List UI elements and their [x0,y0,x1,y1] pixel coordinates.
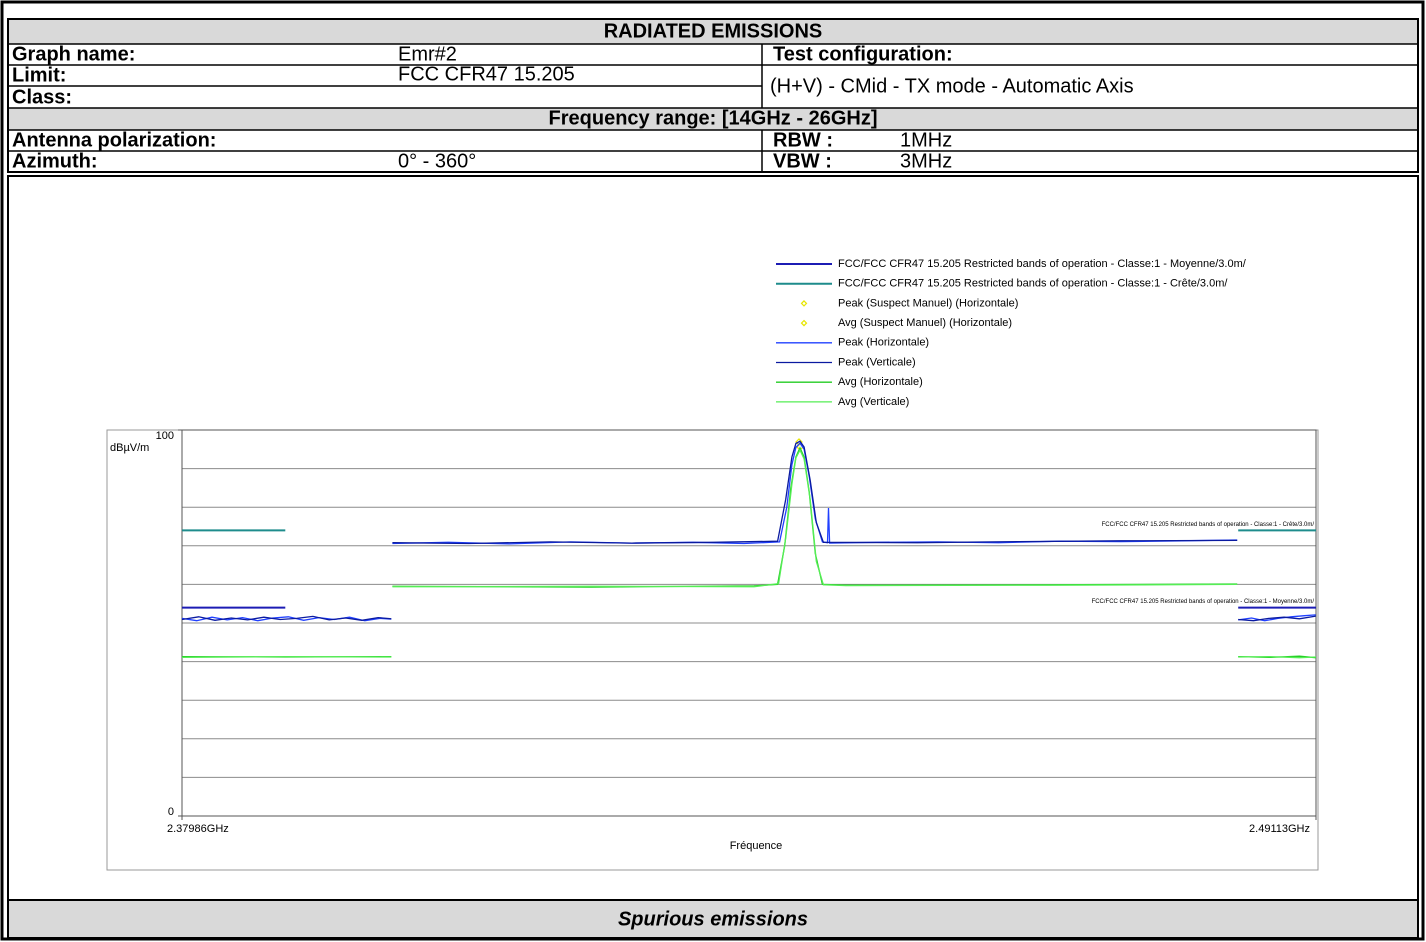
trace-line [1238,614,1316,622]
trace-line [181,655,392,659]
header-table: RADIATED EMISSIONS Graph name: Emr#2 Tes… [7,18,1419,173]
label: Test configuration: [773,43,953,65]
x-tick-label: 2.37986GHz [167,823,229,835]
table-border [7,18,1419,173]
report-title: RADIATED EMISSIONS [604,20,823,42]
table-lines [8,43,1418,172]
label: Graph name: [12,43,135,65]
plot-area [181,429,1317,817]
value: 3MHz [900,150,952,172]
legend-marker [800,300,808,307]
trace-line [392,440,1238,545]
legend-label: Peak (Suspect Manuel) (Horizontale) [838,297,1018,309]
trace-line [392,442,1238,545]
x-axis-label: Fréquence [730,840,783,852]
value: 1MHz [900,129,952,151]
limit-label: FCC/FCC CFR47 15.205 Restricted bands of… [1102,522,1315,528]
frequency-row [8,108,1418,130]
y-tick-label: 0 [168,806,174,818]
limit-label: FCC/FCC CFR47 15.205 Restricted bands of… [1092,599,1315,605]
value: (H+V) - CMid - TX mode - Automatic Axis [770,75,1134,97]
label: Class: [12,86,72,108]
frequency-range: Frequency range: [14GHz - 26GHz] [549,107,878,129]
footer-row [7,899,1419,939]
value: FCC CFR47 15.205 [398,63,575,85]
value: Emr#2 [398,43,457,65]
label: Azimuth: [12,150,98,172]
legend-label: Avg (Horizontale) [838,376,923,388]
label: VBW : [773,150,832,172]
legend-label: FCC/FCC CFR47 15.205 Restricted bands of… [838,258,1247,270]
trace-line [392,448,1238,588]
legend-label: Avg (Suspect Manuel) (Horizontale) [838,317,1012,329]
legend-label: Peak (Horizontale) [838,337,929,349]
label: RBW : [773,129,833,151]
label: Limit: [12,64,66,86]
trace-line [1238,655,1317,659]
y-tick-label: 100 [156,430,174,442]
footer-title: Spurious emissions [618,908,808,930]
legend-label: FCC/FCC CFR47 15.205 Restricted bands of… [838,278,1228,290]
legend-label: Peak (Verticale) [838,356,916,368]
label: Antenna polarization: [12,129,216,151]
legend-label: Avg (Verticale) [838,396,909,408]
title-row [8,19,1418,44]
plot-frame [106,429,1319,871]
y-unit: dBµV/m [110,442,149,454]
legend-marker [800,319,808,327]
trace-line [1238,615,1316,622]
value: 0° - 360° [398,150,476,172]
trace-line [181,615,392,621]
x-tick-label: 2.49113GHz [1249,823,1310,835]
